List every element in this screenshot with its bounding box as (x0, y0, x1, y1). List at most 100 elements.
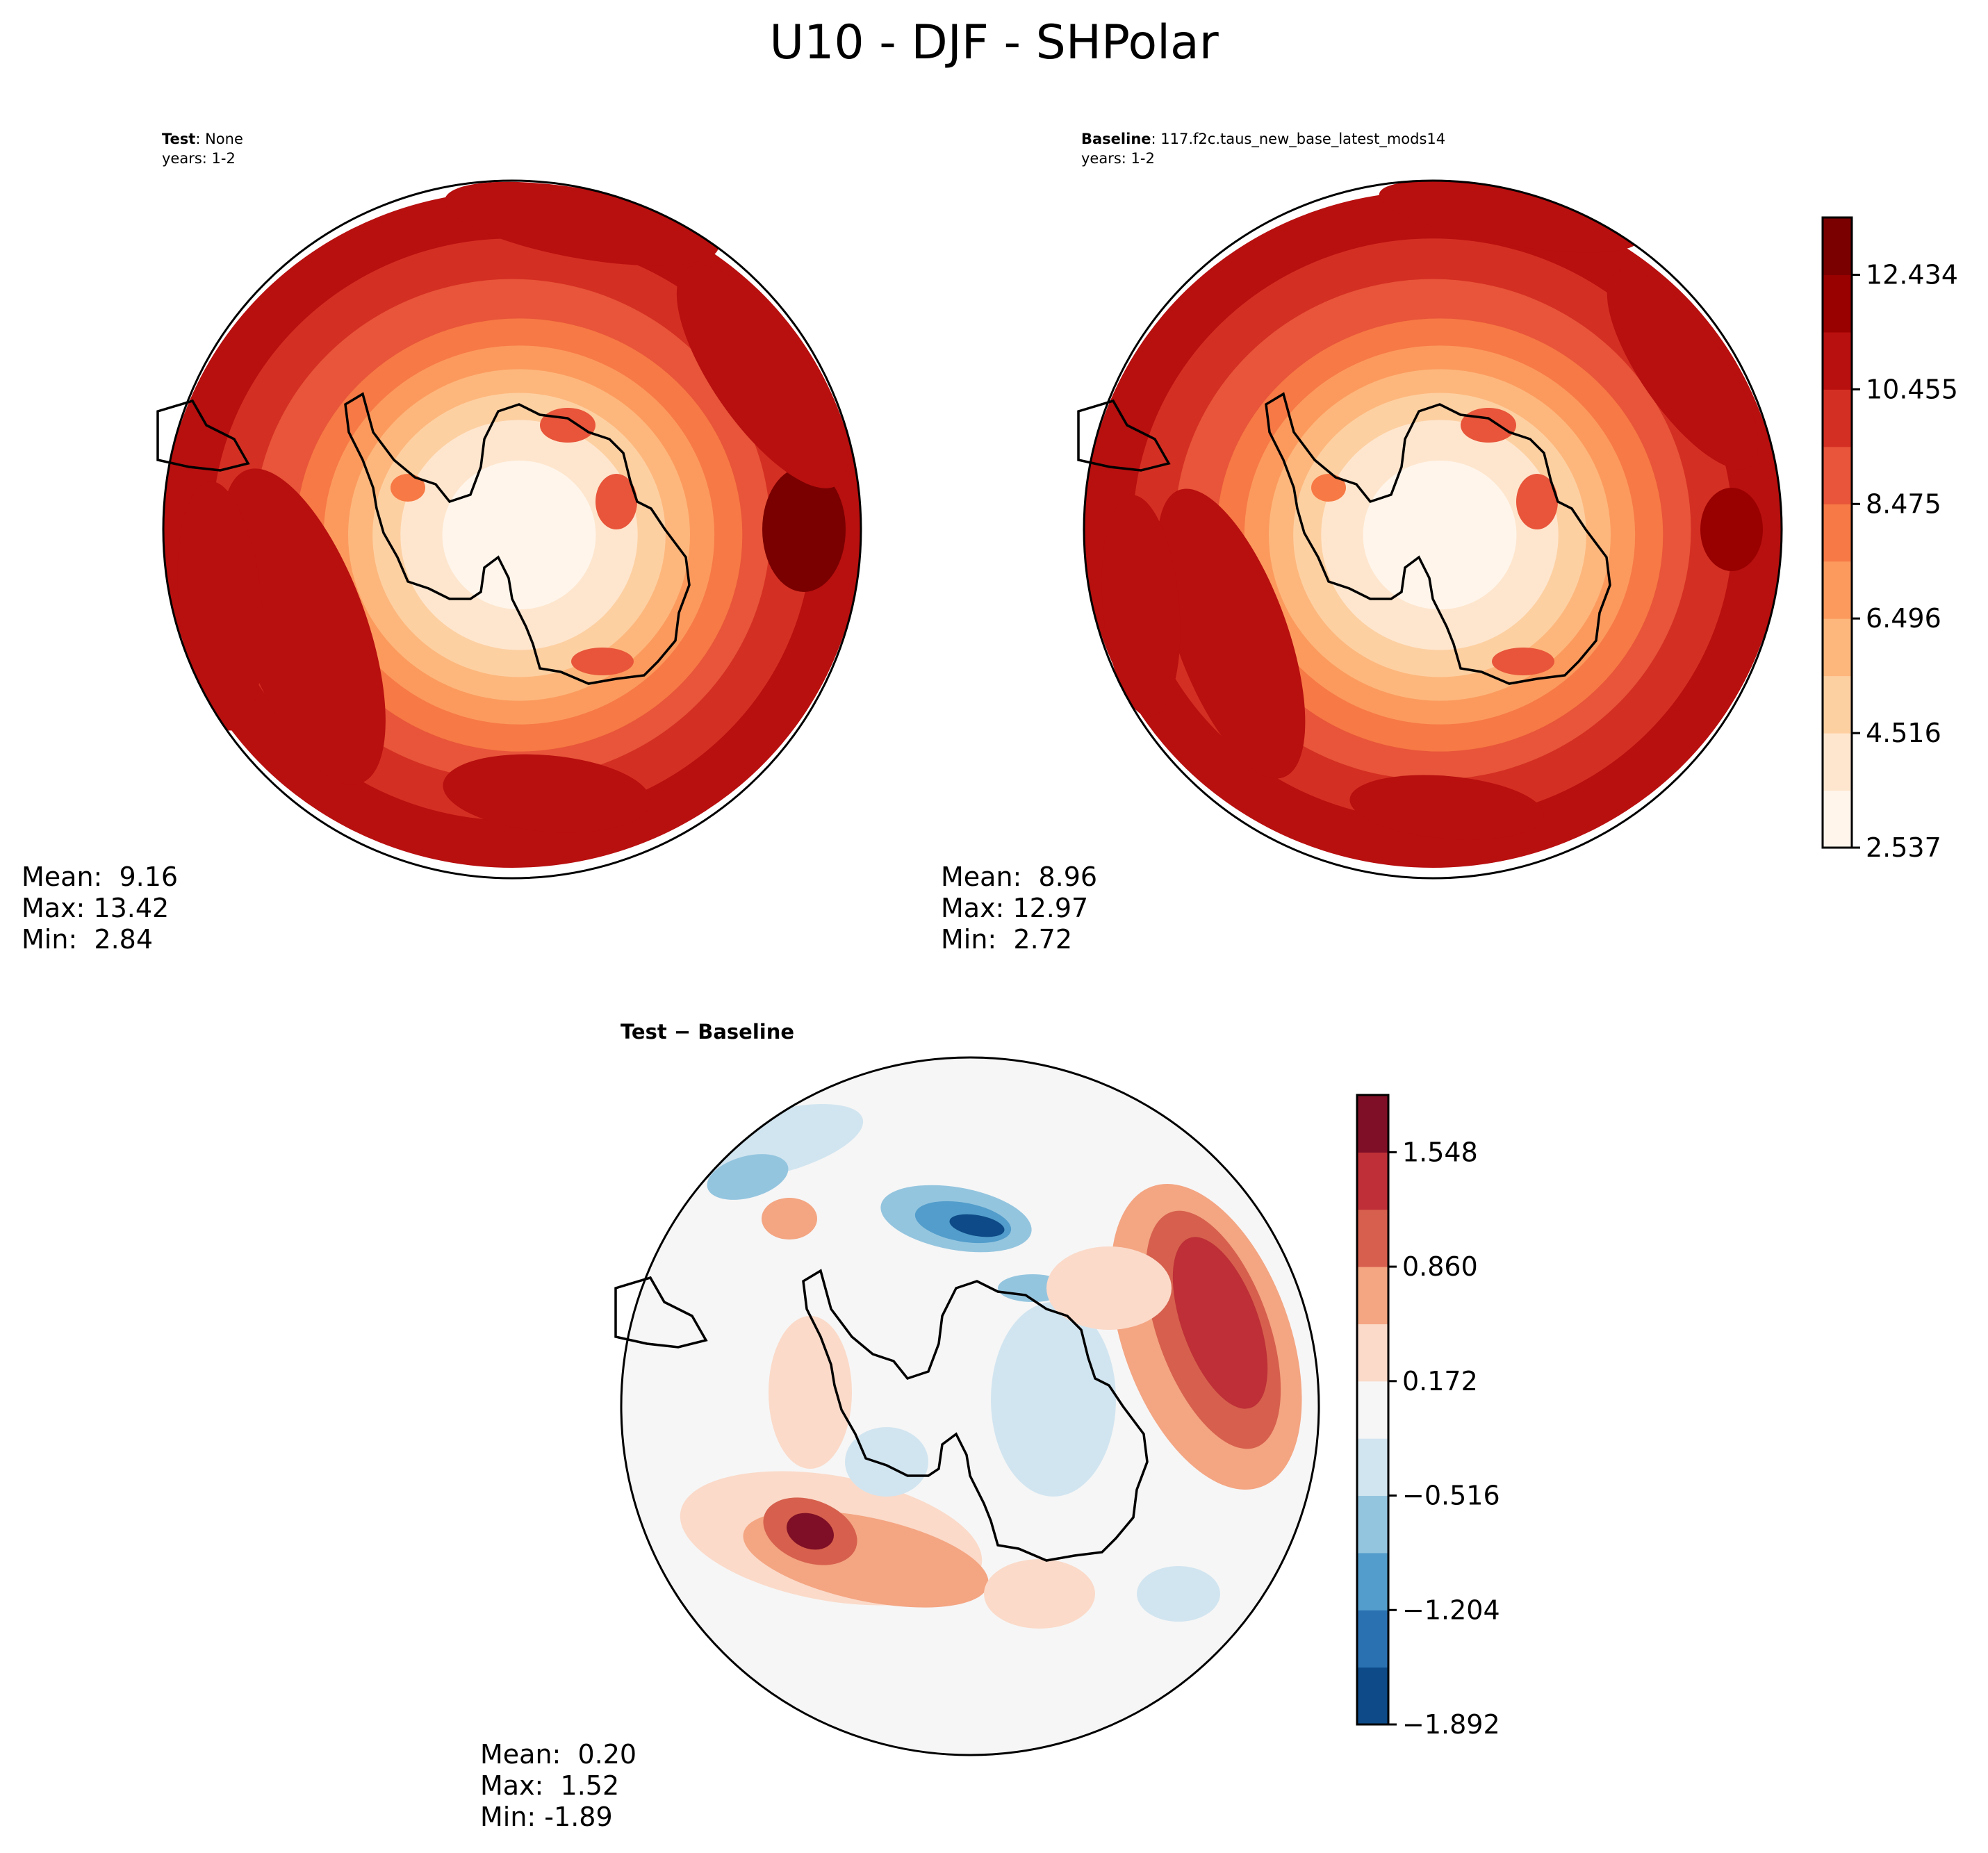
diff-colorbar-segment (1357, 1152, 1388, 1210)
diff-colorbar-tick-label: −0.516 (1402, 1481, 1500, 1511)
jet-maximum (1700, 488, 1763, 571)
diff-colorbar-segment (1357, 1495, 1388, 1554)
figure-title: U10 - DJF - SHPolar (769, 15, 1219, 70)
diff-colorbar-segment (1357, 1095, 1388, 1153)
diff-anomaly (787, 1513, 834, 1550)
u10-colorbar-segment (1823, 446, 1852, 504)
test-years: years: 1-2 (162, 150, 236, 167)
baseline-years: years: 1-2 (1081, 150, 1155, 167)
jet-maximum (1157, 488, 1306, 779)
diff-colorbar-segment (1357, 1667, 1388, 1725)
diff-anomaly (991, 1302, 1116, 1497)
diff-max: Max: 1.52 (480, 1770, 620, 1801)
jet-maximum (1349, 775, 1544, 840)
test-map (156, 179, 862, 880)
test-field (163, 181, 861, 868)
diff-colorbar-segment (1357, 1324, 1388, 1382)
colorbar-diff: −1.892 −1.204 −0.516 0.172 0.860 1.548 (1356, 1094, 1500, 1740)
coastal-maximum (1461, 408, 1516, 443)
diff-anomaly (984, 1559, 1095, 1629)
diff-colorbar-tick-label: 0.860 (1402, 1251, 1478, 1282)
u10-colorbar-tick-label: 10.455 (1866, 374, 1958, 404)
test-label-bold: Test (162, 131, 196, 147)
baseline-map-boundary (1083, 179, 1783, 880)
speed-band (1363, 460, 1517, 610)
jet-maximum (1607, 270, 1759, 470)
diff-title: Test − Baseline (621, 1020, 795, 1044)
diff-anomaly (762, 1198, 817, 1240)
u10-colorbar-segment (1823, 733, 1852, 791)
diff-colorbar-segment (1357, 1438, 1388, 1497)
diff-colorbar-segment (1357, 1552, 1388, 1611)
u10-colorbar-segment (1823, 675, 1852, 734)
test-mean: Mean: 9.16 (22, 862, 179, 892)
u10-colorbar-frame (1821, 216, 1853, 849)
test-map-boundary (162, 179, 862, 880)
baseline-min: Min: 2.72 (941, 924, 1072, 955)
u10-colorbar-segment (1823, 790, 1852, 848)
diff-anomaly (845, 1427, 928, 1497)
diff-anomaly (1046, 1246, 1172, 1330)
u10-colorbar-segment (1823, 504, 1852, 562)
diff-map (614, 1056, 1320, 1756)
jet-maximum (762, 467, 846, 592)
coastal-maximum (595, 474, 637, 529)
u10-colorbar-tick-label: 6.496 (1866, 603, 1941, 634)
colorbar-u10: 2.537 4.516 6.496 8.475 10.455 12.434 (1821, 216, 1958, 863)
diff-colorbar-frame (1356, 1094, 1390, 1726)
baseline-stats: Mean: 8.96 Max: 12.97 Min: 2.72 (941, 862, 1097, 955)
u10-colorbar-segment (1823, 331, 1852, 390)
jet-maximum (444, 181, 719, 266)
coastal-maximum (391, 474, 425, 502)
diff-map-boundary (620, 1056, 1320, 1756)
diff-anomaly (949, 1214, 1005, 1237)
u10-colorbar-tick-label: 12.434 (1866, 259, 1958, 290)
baseline-label: Baseline: 117.f2c.taus_new_base_latest_m… (1081, 129, 1445, 168)
test-stats: Mean: 9.16 Max: 13.42 Min: 2.84 (22, 862, 178, 955)
diff-colorbar-segment (1357, 1610, 1388, 1668)
diff-stats: Mean: 0.20 Max: 1.52 Min: -1.89 (480, 1739, 636, 1833)
jet-maximum (222, 468, 386, 785)
jet-maximum (676, 265, 848, 488)
coastal-maximum (1492, 648, 1554, 675)
test-label: Test: None years: 1-2 (162, 129, 243, 168)
jet-maximum (1101, 495, 1181, 717)
coastal-maximum (571, 648, 634, 675)
u10-colorbar-segment (1823, 389, 1852, 447)
u10-colorbar-tick-label: 8.475 (1866, 488, 1941, 519)
baseline-label-rest: : 117.f2c.taus_new_base_latest_mods14 (1151, 131, 1446, 147)
diff-anomaly (1137, 1566, 1220, 1622)
u10-colorbar-tick-label: 2.537 (1866, 832, 1941, 863)
u10-colorbar-tick-label: 4.516 (1866, 718, 1941, 748)
diff-field (621, 1057, 1319, 1755)
coastal-maximum (540, 408, 595, 443)
diff-anomaly (707, 1154, 789, 1200)
diff-colorbar-segment (1357, 1209, 1388, 1267)
u10-colorbar-segment (1823, 618, 1852, 677)
jet-maximum (443, 754, 651, 833)
diff-anomaly (769, 1316, 852, 1469)
test-max: Max: 13.42 (22, 893, 170, 923)
coastal-maximum (1516, 474, 1558, 529)
jet-maximum (1379, 181, 1640, 253)
diff-colorbar-tick-label: 0.172 (1402, 1366, 1478, 1397)
diff-min: Min: -1.89 (480, 1802, 613, 1832)
diff-anomaly (1172, 1237, 1268, 1409)
diff-colorbar-segment (1357, 1267, 1388, 1324)
jet-maximum (177, 481, 263, 731)
diff-colorbar-tick-label: 1.548 (1402, 1137, 1478, 1167)
coastal-maximum (1311, 474, 1346, 502)
baseline-mean: Mean: 8.96 (941, 862, 1098, 892)
baseline-max: Max: 12.97 (941, 893, 1089, 923)
baseline-map (1077, 179, 1783, 880)
diff-colorbar-tick-label: −1.892 (1402, 1709, 1500, 1740)
speed-band (442, 460, 596, 610)
diff-colorbar-segment (1357, 1381, 1388, 1439)
diff-colorbar-tick-label: −1.204 (1402, 1595, 1500, 1625)
u10-colorbar-segment (1823, 274, 1852, 333)
u10-colorbar-segment (1823, 217, 1852, 275)
baseline-label-bold: Baseline (1081, 131, 1151, 147)
diff-mean: Mean: 0.20 (480, 1739, 637, 1770)
